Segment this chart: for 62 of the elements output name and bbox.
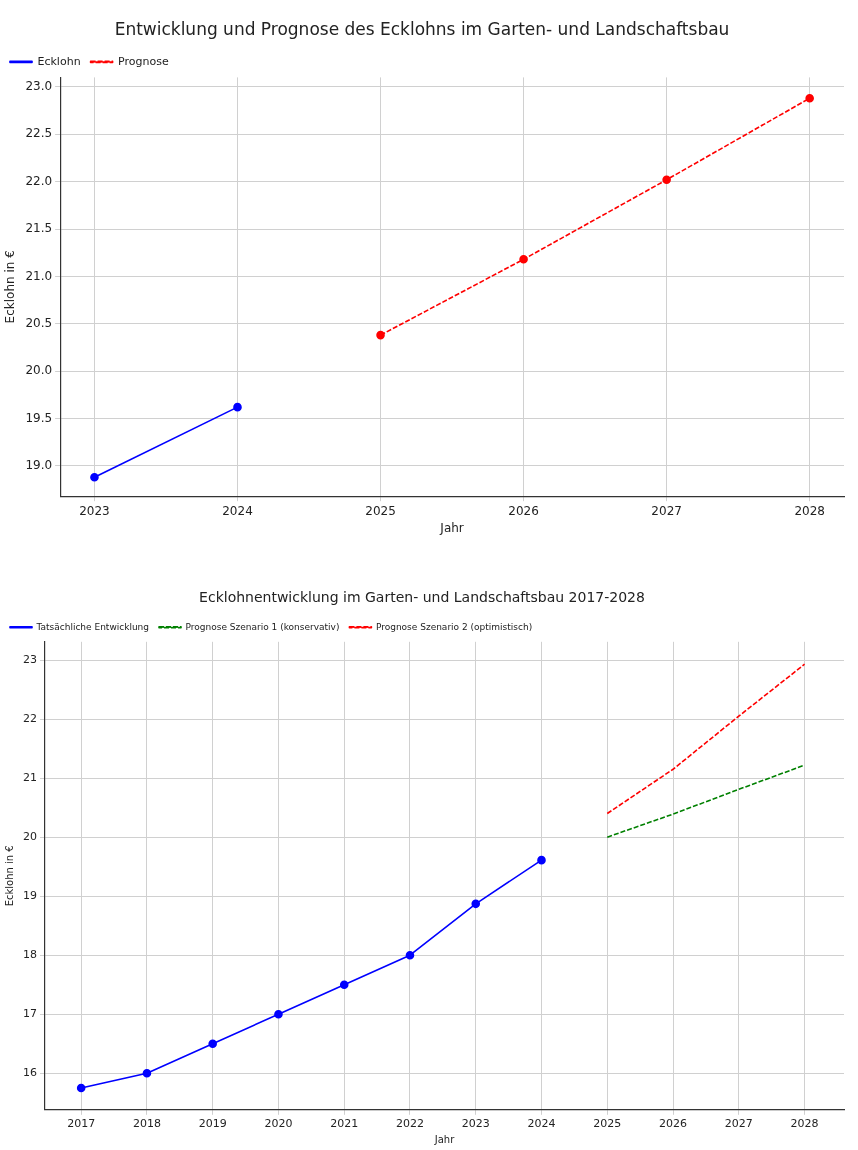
point — [405, 950, 415, 960]
x-tick-label: 2018 — [132, 1117, 161, 1131]
point — [142, 1068, 152, 1078]
x-tick-label: 2027 — [651, 503, 682, 518]
x-axis-title: Jahr — [433, 1133, 456, 1145]
point — [662, 175, 671, 185]
point — [805, 93, 814, 103]
x-tick-label: 2022 — [395, 1117, 424, 1131]
chart-title: Entwicklung und Prognose des Ecklohns im Garten- und Landschaftsbau — [114, 18, 730, 39]
y-tick-label: 20.0 — [25, 363, 53, 378]
x-tick-label: 2023 — [461, 1117, 490, 1131]
point — [274, 1009, 283, 1019]
point — [90, 472, 99, 482]
x-tick-label: 2024 — [222, 503, 253, 518]
x-tick-label: 2025 — [365, 503, 396, 518]
y-tick-label: 21.5 — [25, 221, 53, 236]
x-tick-label: 2028 — [790, 1117, 819, 1131]
y-tick-label: 22 — [23, 711, 37, 725]
legend-label: Prognose Szenario 2 (optimistisch) — [375, 621, 533, 632]
y-tick-label: 22.5 — [25, 126, 53, 141]
point — [376, 330, 385, 340]
y-tick-label: 22.0 — [25, 173, 53, 188]
point — [208, 1039, 217, 1048]
legend-label: Prognose — [118, 54, 169, 68]
y-tick-label: 20 — [23, 830, 37, 843]
y-axis-title: Ecklohn in € — [3, 250, 18, 324]
x-tick-label: 2017 — [67, 1117, 96, 1131]
chart-title: Ecklohnentwicklung im Garten- und Landschaftsbau 2017-2028 — [199, 589, 645, 606]
y-tick-label: 23.0 — [25, 79, 53, 93]
point — [519, 255, 528, 264]
y-tick-label: 20.5 — [25, 315, 53, 330]
y-tick-label: 18 — [23, 948, 37, 962]
x-axis-title: Jahr — [439, 520, 464, 535]
y-tick-label: 17 — [23, 1007, 37, 1021]
point — [339, 980, 349, 989]
x-tick-label: 2021 — [330, 1117, 359, 1131]
x-tick-label: 2020 — [264, 1117, 293, 1131]
line-series — [606, 663, 806, 815]
legend-label: Tatsächliche Entwicklung — [35, 621, 150, 632]
y-tick-label: 23 — [23, 652, 37, 666]
point — [471, 899, 481, 909]
legend-label: Ecklohn — [37, 54, 81, 68]
x-tick-label: 2028 — [794, 503, 825, 518]
y-tick-label: 21.0 — [25, 268, 53, 283]
y-axis-title: Ecklohn in € — [3, 845, 15, 907]
x-tick-label: 2019 — [198, 1117, 227, 1131]
y-tick-label: 21 — [23, 770, 37, 784]
x-tick-label: 2023 — [79, 503, 110, 518]
y-tick-label: 19.5 — [25, 410, 53, 425]
legend-label: Prognose Szenario 1 (konservativ) — [185, 621, 340, 632]
x-tick-label: 2027 — [724, 1117, 753, 1131]
line-series — [606, 764, 806, 838]
x-tick-label: 2026 — [508, 503, 539, 518]
point — [537, 855, 546, 865]
point — [76, 1083, 86, 1093]
y-tick-label: 19.0 — [25, 458, 53, 472]
x-tick-label: 2024 — [527, 1117, 556, 1131]
point — [233, 402, 242, 412]
x-tick-label: 2026 — [659, 1117, 688, 1131]
y-tick-label: 16 — [23, 1066, 37, 1080]
y-tick-label: 19 — [23, 889, 37, 903]
x-tick-label: 2025 — [593, 1117, 622, 1131]
